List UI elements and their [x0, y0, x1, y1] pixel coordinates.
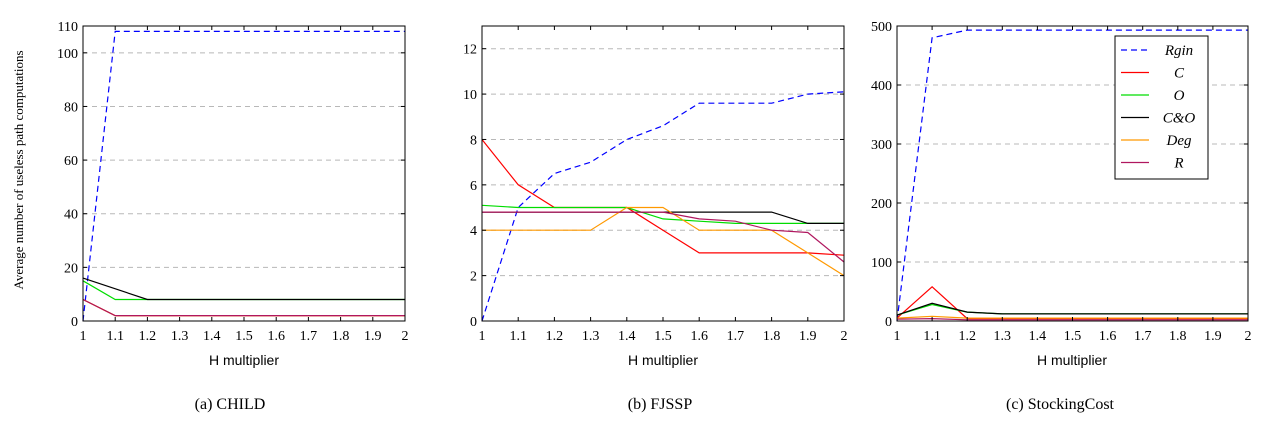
- legend-label: R: [1173, 156, 1183, 172]
- series-cando-line: [82, 277, 405, 301]
- y-tick-label: 0: [470, 315, 477, 330]
- grid-lines: [83, 25, 405, 268]
- y-tick-label: 8: [470, 133, 477, 148]
- y-tick-label: 100: [57, 47, 78, 62]
- x-tick-label: 1.7: [300, 329, 318, 344]
- caption-child: (a) CHILD: [195, 396, 266, 413]
- x-tick-label: 1.8: [1169, 329, 1187, 344]
- x-tick-label: 1.3: [994, 329, 1012, 344]
- x-tick-labels: 1 1.1 1.2 1.3 1.4 1.5 1.6 1.7 1.8 1.9 2: [479, 26, 848, 344]
- x-tick-label: 2: [402, 329, 409, 344]
- x-tick-label: 1: [80, 329, 87, 344]
- series-cando-line: [482, 211, 844, 224]
- legend-label: Deg: [1166, 133, 1192, 149]
- y-tick-label: 300: [871, 138, 892, 153]
- y-tick-label: 4: [470, 224, 477, 239]
- x-tick-labels: 1 1.1 1.2 1.3 1.4 1.5 1.6 1.7 1.8 1.9 2: [80, 26, 409, 344]
- y-tick-label: 2: [470, 270, 477, 285]
- x-tick-label: 1.4: [1029, 329, 1047, 344]
- series-c-line: [481, 139, 845, 256]
- y-tick-label: 80: [64, 100, 78, 115]
- series-r-line: [82, 298, 405, 317]
- x-tick-label: 2: [841, 329, 848, 344]
- series-deg-line: [482, 206, 845, 277]
- x-tick-label: 1.4: [618, 329, 636, 344]
- y-tick-label: 0: [885, 315, 892, 330]
- x-tick-label: 1.2: [546, 329, 564, 344]
- x-tick-label: 1: [479, 329, 486, 344]
- plot-frame: [82, 25, 406, 322]
- caption-fjssp: (b) FJSSP: [628, 396, 693, 413]
- x-tick-label: 1.1: [923, 329, 941, 344]
- y-tick-label: 200: [871, 197, 892, 212]
- y-tick-label: 400: [871, 79, 892, 94]
- x-tick-label: 1.5: [654, 329, 672, 344]
- series-lines: [481, 91, 845, 322]
- legend-label: C&O: [1163, 111, 1196, 127]
- x-tick-label: 1.3: [171, 329, 189, 344]
- x-tick-label: 1.6: [1099, 329, 1117, 344]
- series-rgin-line: [896, 29, 1248, 322]
- x-tick-label: 1.9: [364, 329, 382, 344]
- x-tick-label: 1.7: [727, 329, 745, 344]
- y-tick-label: 60: [64, 154, 78, 169]
- x-tick-label: 1.1: [509, 329, 527, 344]
- y-tick-label: 6: [470, 179, 477, 194]
- series-cando-line: [896, 302, 1248, 316]
- y-tick-label: 0: [71, 315, 78, 330]
- x-tick-label: 1.5: [1064, 329, 1082, 344]
- series-r-line: [482, 211, 845, 263]
- series-o-line: [82, 280, 405, 301]
- series-o-line: [481, 204, 844, 224]
- series-lines: [82, 30, 405, 322]
- x-tick-label: 1.5: [235, 329, 253, 344]
- y-tick-labels: 0 100 200 300 400 500: [871, 20, 1248, 330]
- y-tick-label: 12: [463, 43, 477, 58]
- series-deg-line: [82, 298, 405, 317]
- x-tick-label: 1.2: [958, 329, 976, 344]
- x-tick-labels: 1 1.1 1.2 1.3 1.4 1.5 1.6 1.7 1.8 1.9 2: [894, 26, 1252, 344]
- series-c-line: [82, 298, 405, 317]
- x-axis-label: H multiplier: [628, 352, 698, 368]
- legend: Rgin CO C&O Deg R: [1114, 35, 1209, 180]
- x-tick-label: 1.7: [1134, 329, 1152, 344]
- y-tick-label: 500: [871, 20, 892, 35]
- y-tick-label: 110: [58, 20, 78, 35]
- x-tick-label: 1.2: [139, 329, 157, 344]
- panel-child: 0 20 40 60 80 100 110 1 1.1 1.2 1.3 1.4 1.5 1.6 1.7 1.…: [57, 20, 409, 413]
- x-tick-label: 1.9: [799, 329, 817, 344]
- x-tick-label: 1.8: [763, 329, 781, 344]
- y-tick-label: 10: [463, 88, 477, 103]
- x-tick-label: 1.3: [582, 329, 600, 344]
- legend-label: O: [1174, 88, 1185, 104]
- x-tick-label: 2: [1245, 329, 1252, 344]
- x-tick-label: 1.6: [267, 329, 285, 344]
- x-tick-label: 1.1: [106, 329, 124, 344]
- legend-label: C: [1174, 66, 1185, 82]
- x-tick-label: 1.8: [332, 329, 350, 344]
- y-tick-label: 20: [64, 261, 78, 276]
- caption-stockingcost: (c) StockingCost: [1006, 396, 1115, 413]
- y-axis-label: Average number of useless path computati…: [11, 50, 26, 289]
- series-rgin-line: [481, 91, 845, 322]
- y-tick-label: 100: [871, 256, 892, 271]
- plot-frame: [896, 25, 1249, 322]
- y-tick-labels: 0 2 4 6 8 10 12: [463, 43, 844, 330]
- y-tick-labels: 0 20 40 60 80 100 110: [57, 20, 405, 330]
- x-tick-label: 1.9: [1204, 329, 1222, 344]
- plot-frame: [481, 25, 845, 322]
- x-tick-label: 1: [894, 329, 901, 344]
- x-tick-label: 1.4: [203, 329, 221, 344]
- series-rgin-line: [82, 30, 405, 322]
- y-tick-label: 40: [64, 208, 78, 223]
- x-tick-label: 1.6: [690, 329, 708, 344]
- legend-label: Rgin: [1164, 43, 1193, 59]
- x-axis-label: H multiplier: [1037, 352, 1107, 368]
- legend-box: [1114, 35, 1209, 180]
- x-axis-label: H multiplier: [209, 352, 279, 368]
